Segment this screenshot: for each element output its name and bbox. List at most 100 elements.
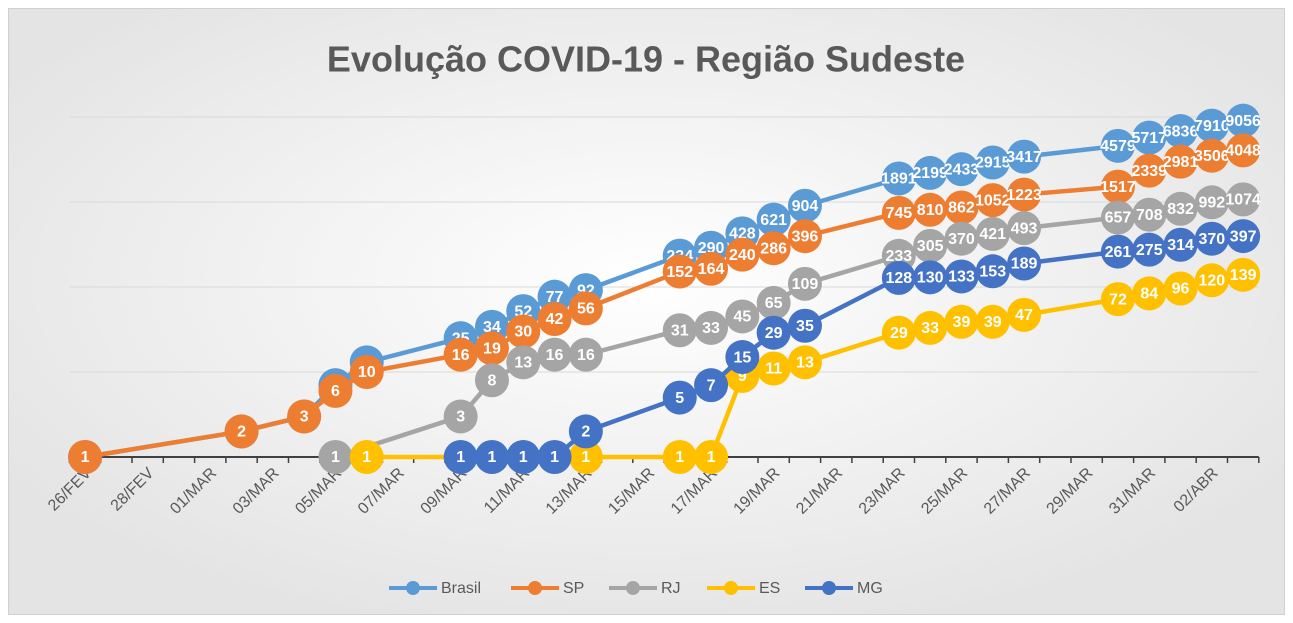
legend-marker <box>528 581 542 595</box>
marker <box>975 183 1010 218</box>
marker <box>1163 114 1198 149</box>
data-label: 84 <box>1140 286 1158 303</box>
marker <box>1100 282 1135 317</box>
marker <box>568 440 603 474</box>
marker <box>1007 177 1042 212</box>
data-label: 15 <box>733 349 751 366</box>
data-label: 1 <box>581 449 590 466</box>
series-line <box>82 429 244 460</box>
marker <box>975 216 1010 251</box>
marker <box>537 440 572 474</box>
marker <box>694 310 729 345</box>
data-label: 109 <box>792 276 819 293</box>
marker <box>1163 144 1198 179</box>
data-label: 16 <box>452 347 470 364</box>
data-label: 233 <box>885 248 912 265</box>
data-label: 96 <box>1172 281 1190 298</box>
data-label: 139 <box>1230 267 1257 284</box>
data-label: 16 <box>546 347 564 364</box>
data-label: 4579 <box>1100 138 1136 155</box>
marker <box>1132 153 1167 188</box>
marker <box>1226 103 1261 138</box>
marker <box>1100 169 1135 204</box>
marker <box>1007 139 1042 174</box>
legend-marker <box>822 581 836 595</box>
marker <box>756 285 791 320</box>
data-label: 9 <box>738 368 747 385</box>
marker <box>1100 200 1135 235</box>
data-label: 153 <box>979 264 1006 281</box>
data-label: 130 <box>917 270 944 287</box>
data-label: 33 <box>702 320 720 337</box>
data-label: 3 <box>456 409 465 426</box>
data-label: 397 <box>1230 228 1257 245</box>
data-label: 428 <box>729 226 756 243</box>
marker <box>1132 120 1167 155</box>
marker <box>1007 211 1042 246</box>
marker <box>1163 191 1198 226</box>
data-label: 10 <box>358 364 376 381</box>
marker <box>725 237 760 272</box>
data-label: 2 <box>581 424 590 441</box>
marker <box>349 440 384 474</box>
data-label: 992 <box>1198 195 1225 212</box>
data-label: 240 <box>729 247 756 264</box>
marker <box>975 304 1010 339</box>
series-line <box>802 275 902 329</box>
data-label: 47 <box>1015 307 1033 324</box>
data-label: 11 <box>765 361 782 378</box>
data-label: 2339 <box>1131 163 1167 180</box>
marker <box>913 192 948 227</box>
data-label: 290 <box>698 240 725 257</box>
marker <box>787 266 822 301</box>
data-label: 30 <box>514 324 532 341</box>
marker <box>1226 182 1261 217</box>
data-label: 1 <box>675 449 684 466</box>
marker <box>1132 276 1167 311</box>
data-label: 34 <box>483 319 501 336</box>
data-label: 29 <box>765 325 783 342</box>
data-label: 31 <box>671 322 689 339</box>
data-label: 1 <box>519 449 528 466</box>
marker <box>1194 263 1229 298</box>
marker <box>568 291 603 326</box>
marker <box>944 259 979 294</box>
data-label: 261 <box>1105 244 1132 261</box>
data-label: 13 <box>796 355 814 372</box>
data-label: 13 <box>514 355 532 372</box>
marker <box>1132 197 1167 232</box>
data-label: 2981 <box>1163 154 1199 171</box>
data-label: 810 <box>917 202 944 219</box>
data-label: 2 <box>237 424 246 441</box>
marker <box>1007 297 1042 332</box>
data-label: 708 <box>1136 207 1163 224</box>
data-label: 45 <box>733 309 751 326</box>
marker <box>224 414 259 449</box>
marker <box>913 155 948 190</box>
marker <box>568 414 603 449</box>
data-label: 8 <box>487 372 496 389</box>
data-label: 657 <box>1105 210 1132 227</box>
data-label: 1223 <box>1006 187 1042 204</box>
marker <box>725 299 760 334</box>
data-label: 29 <box>890 325 908 342</box>
marker <box>881 315 916 350</box>
marker <box>944 221 979 256</box>
data-label: 39 <box>953 314 971 331</box>
data-label: 3 <box>300 409 309 426</box>
marker <box>474 363 509 398</box>
marker <box>1226 133 1261 168</box>
data-label: 72 <box>1109 291 1127 308</box>
data-label: 33 <box>921 320 939 337</box>
data-label: 6 <box>331 383 340 400</box>
marker <box>506 345 541 380</box>
marker <box>1132 232 1167 267</box>
data-label: 16 <box>577 347 595 364</box>
marker <box>1100 128 1135 163</box>
marker <box>287 399 322 434</box>
marker <box>537 302 572 337</box>
marker <box>975 145 1010 180</box>
marker <box>913 260 948 295</box>
legend-label: RJ <box>661 580 681 597</box>
